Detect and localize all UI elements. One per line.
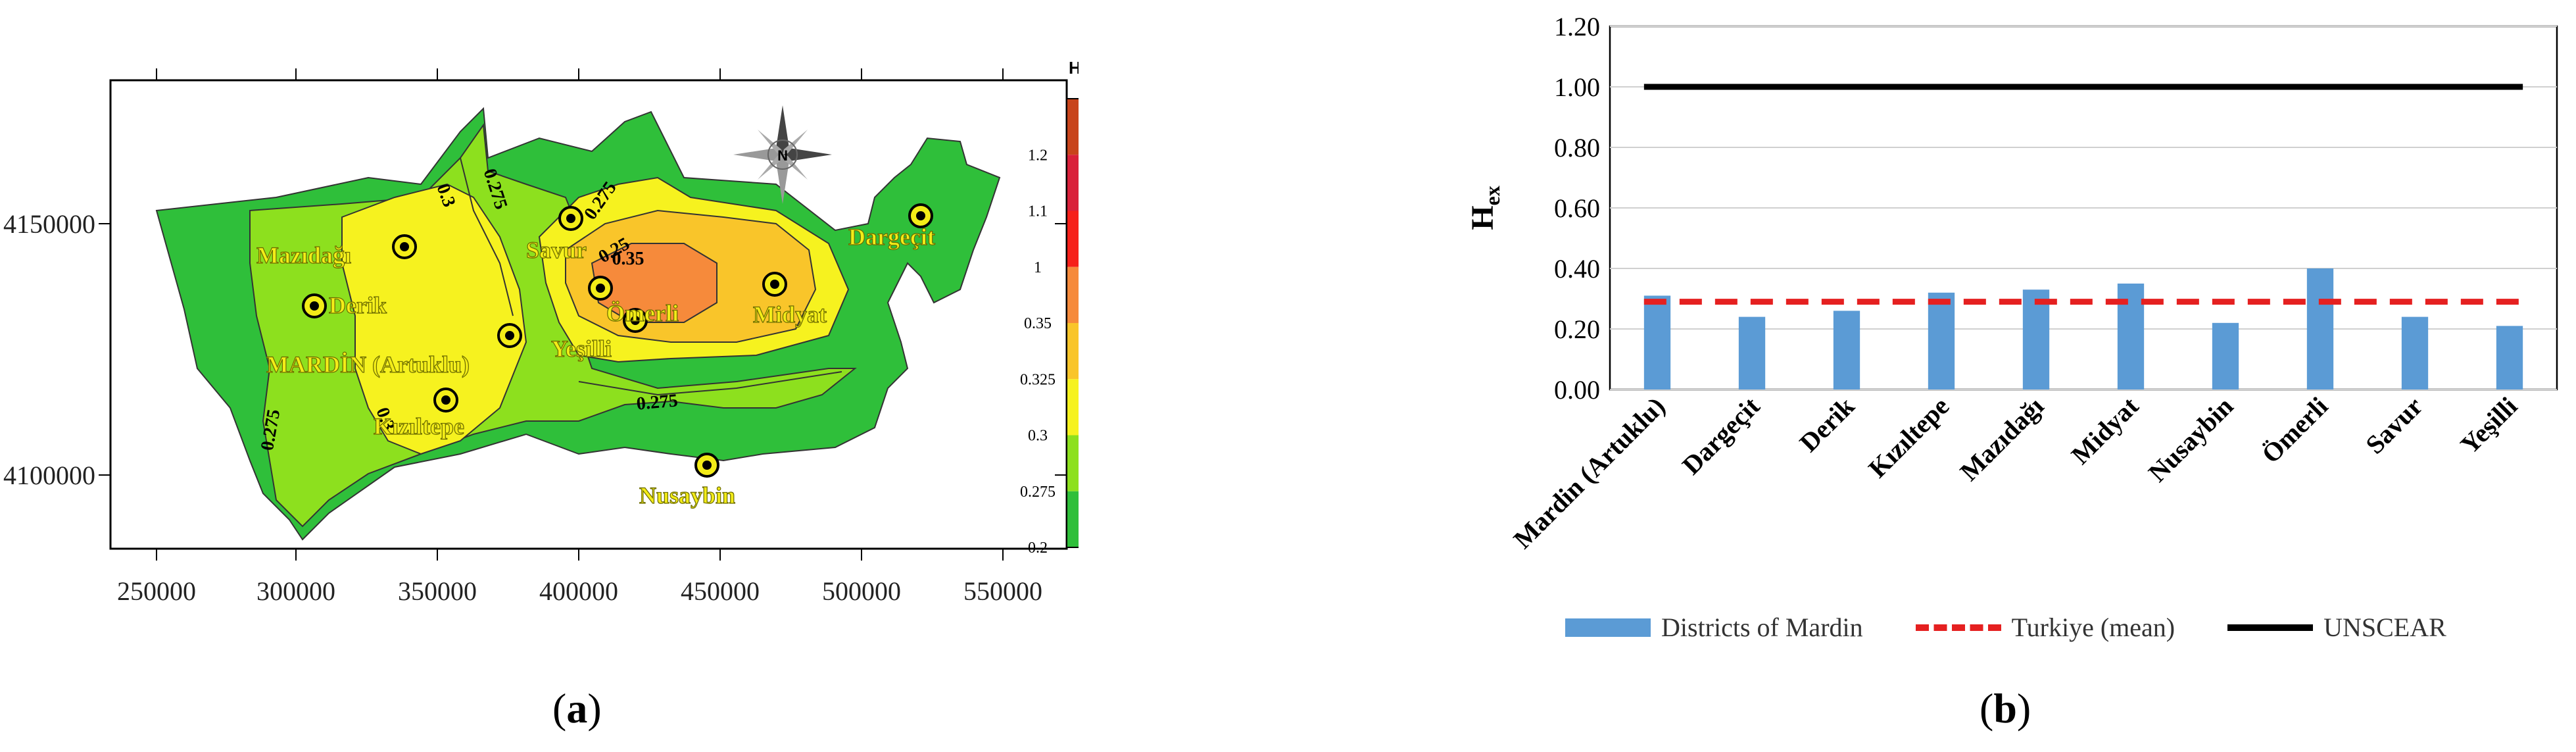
colorbar-segment	[1067, 211, 1100, 267]
colorbar-segment	[1067, 379, 1100, 436]
district-marker-icon	[433, 388, 458, 413]
district-label: Ömerli	[606, 300, 679, 326]
bar	[2306, 268, 2334, 389]
district-label: Dargeçit	[848, 224, 935, 250]
bar	[1833, 311, 1860, 389]
district-marker-icon	[558, 206, 583, 231]
chart-legend: Districts of Mardin Turkiye (mean) UNSCE…	[1565, 612, 2446, 643]
y-tick-label: 0.20	[1554, 314, 1600, 344]
map-panel: 0.3 0.275 0.275 0.25 0.35 0.275 0.275 0.3 Mazıd…	[0, 0, 1100, 749]
district-label: Yeşilli	[551, 336, 612, 362]
y-tick-label: 4150000	[3, 209, 95, 239]
district-label: Savur	[526, 237, 587, 263]
legend-item-turkiye: Turkiye (mean)	[1915, 612, 2175, 643]
caption-b: (b)	[1980, 685, 2031, 732]
contour-line	[460, 157, 514, 316]
bar-chart: 0.00 0.20 0.40 0.60 0.80 1.00 1.20 Mardin (Art…	[1465, 12, 2558, 555]
bar	[2022, 289, 2050, 389]
district-marker-icon	[908, 203, 933, 228]
legend-swatch-bar	[1565, 618, 1651, 637]
colorbar-segment	[1067, 99, 1100, 155]
colorbar-tick-label: 0.3	[1028, 428, 1048, 445]
region-yellow-left	[341, 183, 527, 455]
legend-swatch-solid-line	[2227, 624, 2314, 631]
north-arrow-icon: N	[733, 105, 832, 204]
colorbar-segment	[1067, 155, 1100, 211]
bar	[1928, 292, 1955, 389]
x-tick-label: Derik	[1793, 391, 1860, 457]
x-tick-label: 450000	[681, 576, 760, 606]
colorbar-tick-label: 1.1	[1028, 203, 1048, 220]
x-tick-label: Nusaybin	[2143, 391, 2239, 488]
bar	[1738, 316, 1766, 389]
x-tick-label: 300000	[256, 576, 335, 606]
x-tick-label: 350000	[398, 576, 477, 606]
x-tick-label: 500000	[822, 576, 901, 606]
x-tick-label: Mazıdağı	[1954, 391, 2049, 487]
district-marker-icon	[762, 272, 787, 297]
y-tick-label: 0.80	[1554, 133, 1600, 163]
x-tick-label: Midyat	[2066, 391, 2145, 470]
legend-label: Districts of Mardin	[1661, 613, 1863, 642]
caption-a: (a)	[552, 685, 602, 732]
legend-item-districts: Districts of Mardin	[1565, 612, 1863, 643]
y-tick-label: 0.00	[1554, 375, 1600, 405]
x-tick-label: Savur	[2360, 391, 2428, 460]
colorbar-tick-label: 1	[1034, 259, 1042, 276]
district-marker-icon	[302, 293, 327, 318]
legend-label: UNSCEAR	[2323, 613, 2446, 642]
contour-label: 0.275	[636, 390, 679, 414]
contour-label: 0.35	[612, 249, 644, 269]
colorbar-segment	[1067, 323, 1100, 380]
district-label: Midyat	[753, 301, 827, 328]
x-tick-label: Ömerli	[2256, 391, 2333, 469]
x-tick-label: Yeşilli	[2454, 391, 2523, 460]
contour-line	[578, 371, 842, 396]
district-label: Nusaybin	[639, 482, 735, 509]
colorbar-tick-label: 0.2	[1028, 539, 1048, 557]
district-marker-icon	[392, 234, 417, 259]
colorbar-tick-label: 0.325	[1020, 371, 1056, 388]
region-orange	[591, 243, 717, 323]
district-label: Derik	[329, 292, 387, 318]
colorbar-segment	[1067, 435, 1100, 491]
y-tick-label: 0.60	[1554, 193, 1600, 223]
y-tick-label: 1.20	[1554, 12, 1600, 41]
colorbar-segment	[1067, 266, 1100, 323]
x-tick-label: 400000	[539, 576, 618, 606]
bar	[1643, 295, 1671, 389]
bar	[2401, 316, 2429, 389]
x-tick-label: 250000	[117, 576, 196, 606]
district-label: MARDİN (Artuklu)	[266, 351, 470, 378]
y-tick-label: 1.00	[1554, 72, 1600, 102]
y-tick-label: 0.40	[1554, 254, 1600, 284]
district-label: Kızıltepe	[374, 413, 464, 439]
legend-item-unscear: UNSCEAR	[2227, 612, 2446, 643]
x-tick-label: 550000	[963, 576, 1042, 606]
bar	[2212, 322, 2239, 389]
colorbar-title: Hex	[1069, 58, 1079, 82]
north-label: N	[777, 147, 788, 164]
district-marker-icon	[694, 453, 719, 478]
y-tick-label: 4100000	[3, 461, 95, 490]
district-marker-icon	[623, 308, 648, 333]
district-marker-icon	[588, 276, 613, 301]
x-tick-label: Kızıltepe	[1862, 391, 1955, 484]
x-tick-label: Mardin (Artuklu)	[1507, 391, 1670, 555]
bar-chart-panel: 0.00 0.20 0.40 0.60 0.80 1.00 1.20 Mardin (Art…	[1447, 0, 2576, 749]
district-marker-icon	[497, 323, 522, 348]
legend-label: Turkiye (mean)	[2011, 613, 2175, 642]
y-axis-label: Hex	[1465, 186, 1504, 230]
colorbar-tick-label: 0.275	[1020, 484, 1056, 501]
bar	[2496, 326, 2523, 389]
colorbar	[1066, 98, 1100, 548]
legend-swatch-dashed-line	[1915, 624, 2001, 631]
x-tick-label: Dargeçit	[1676, 391, 1766, 480]
colorbar-tick-label: 1.2	[1028, 147, 1048, 164]
colorbar-tick-label: 0.35	[1024, 315, 1052, 332]
district-label: Mazıdağı	[256, 242, 351, 268]
colorbar-segment	[1067, 491, 1100, 547]
